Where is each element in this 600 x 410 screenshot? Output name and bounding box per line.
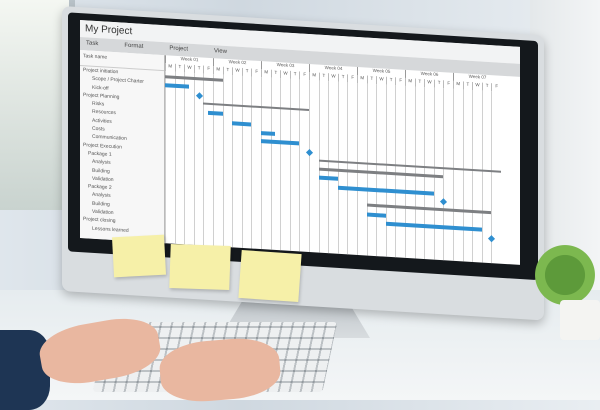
day-header: T [414,78,425,88]
day-header: T [174,63,185,73]
day-header: M [213,66,223,75]
day-header: F [347,74,357,83]
sleeve [0,330,50,410]
day-header: T [481,82,492,92]
day-header: W [472,81,482,91]
plant [520,240,600,340]
grid-line [280,78,282,251]
day-header: M [165,63,175,72]
gantt-milestone[interactable] [440,198,448,206]
grid-line [251,76,253,249]
gantt-task-bar[interactable] [366,212,386,218]
day-header: T [385,76,396,86]
gantt-task-bar[interactable] [208,111,223,116]
gantt-summary-bar[interactable] [203,102,309,112]
grid-line [241,75,243,248]
gantt-chart: Week 01 M T W T F Week 02 M T W T F Week 03 M T W T F Week… [165,55,520,265]
day-header: F [203,65,213,75]
gantt-milestone[interactable] [195,92,203,100]
grid-line [261,77,262,250]
day-header: T [462,81,473,90]
day-header: M [309,72,319,81]
grid-line [222,74,224,247]
gantt-task-bar[interactable] [232,120,252,126]
grid-line [232,75,234,248]
screen: My Project Task Format Project View Task… [80,20,520,265]
sticky-note [169,243,231,291]
menu-task[interactable]: Task [86,40,99,48]
day-header: T [289,70,300,80]
grid-line [472,89,474,263]
grid-line [270,77,272,250]
day-header: F [299,71,309,81]
day-header: M [357,74,367,84]
day-header: T [366,75,377,85]
gantt-task-bar[interactable] [261,130,276,136]
gantt-milestone[interactable] [488,234,496,242]
grid-line [203,73,205,246]
grid-line [174,71,176,244]
grid-line [299,79,301,252]
gantt-milestone[interactable] [305,148,314,156]
grid-line [289,78,291,251]
day-header: W [232,67,242,76]
day-header: M [261,69,271,78]
task-list: Task name Project initiation Scope / Proj… [80,50,165,244]
day-header: M [453,80,463,90]
menu-view[interactable]: View [214,48,227,55]
day-header: F [251,68,261,78]
day-header: T [433,79,444,89]
grid-line [462,89,464,262]
day-header: W [184,64,194,73]
day-header: W [376,76,386,85]
grid-line [213,74,214,247]
grid-line [165,71,166,244]
day-header: W [424,79,434,88]
day-header: T [222,66,233,76]
day-header: W [328,73,338,82]
menu-project[interactable]: Project [169,45,189,53]
gantt-task-bar[interactable] [318,175,338,182]
grid-line [453,88,454,261]
day-header: M [405,77,415,87]
day-header: F [443,80,453,89]
sticky-note [111,234,167,278]
menu-format[interactable]: Format [124,42,144,50]
day-header: T [241,67,252,77]
day-header: T [193,64,204,74]
grid-line [481,90,483,263]
day-header: F [491,83,501,92]
day-header: T [270,69,281,79]
day-header: T [337,73,348,83]
grid-line [184,72,186,245]
gantt-task-bar[interactable] [165,83,189,89]
grid-line [443,88,445,261]
grid-line [193,72,195,246]
day-header: F [395,77,405,86]
day-header: T [318,72,329,82]
sticky-note [238,249,302,303]
day-header: W [280,70,290,79]
grid-line [309,80,310,253]
